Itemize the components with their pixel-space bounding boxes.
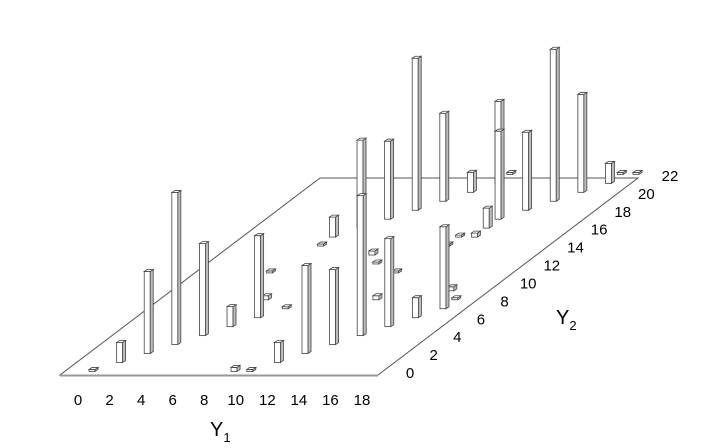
bar — [367, 248, 380, 256]
y1-tick-label: 10 — [227, 392, 244, 409]
y1-tick-label: 4 — [137, 392, 145, 409]
bar — [521, 129, 533, 211]
y1-tick-label: 0 — [74, 392, 82, 409]
bar — [383, 138, 395, 220]
bar — [273, 339, 285, 364]
bar — [371, 259, 384, 265]
bar — [371, 293, 384, 301]
y2-tick-label: 16 — [591, 222, 608, 239]
bar — [265, 268, 277, 274]
y2-tick-label: 14 — [567, 240, 584, 257]
bar — [470, 230, 482, 238]
bar — [225, 303, 238, 328]
bar — [355, 192, 368, 337]
y2-tick-label: 18 — [614, 204, 631, 221]
y2-tick-label: 6 — [477, 311, 485, 328]
floor-plane — [58, 177, 640, 377]
bar — [198, 240, 210, 337]
bar — [481, 205, 494, 229]
bar — [253, 232, 265, 319]
bars-group — [87, 46, 644, 373]
bar — [615, 169, 628, 176]
y2-tick-label: 8 — [500, 293, 508, 310]
bar — [411, 294, 423, 319]
bar — [170, 189, 183, 346]
y1-tick-label: 2 — [105, 392, 113, 409]
y1-axis-ticks: 0 2 4 6 8 10 12 14 16 18 — [74, 392, 371, 409]
y1-tick-label: 12 — [259, 392, 276, 409]
bar — [548, 46, 561, 203]
bar — [280, 303, 293, 310]
bar — [245, 366, 258, 373]
y2-tick-label: 10 — [520, 275, 537, 292]
y2-tick-label: 0 — [406, 365, 414, 382]
y1-tick-label: 14 — [291, 392, 308, 409]
bar — [229, 364, 242, 373]
bar — [454, 232, 466, 238]
y1-tick-label: 18 — [354, 392, 371, 409]
bar — [300, 262, 313, 355]
y2-tick-label: 20 — [638, 186, 655, 203]
bar — [438, 110, 451, 203]
bar — [604, 160, 616, 185]
bar — [328, 266, 340, 346]
bar — [466, 169, 478, 194]
y1-tick-label: 6 — [168, 392, 176, 409]
y1-tick-label: 16 — [322, 392, 339, 409]
bar — [115, 339, 127, 364]
bar — [87, 366, 100, 373]
bar — [316, 241, 328, 247]
bar — [438, 223, 451, 310]
y1-axis-title: Y1 — [210, 419, 231, 445]
bar — [383, 235, 396, 328]
y2-tick-label: 2 — [429, 347, 437, 364]
bar — [450, 295, 463, 301]
bar — [505, 169, 518, 176]
bar — [142, 268, 155, 355]
bar — [631, 169, 644, 176]
bar — [493, 128, 506, 220]
bar — [410, 55, 423, 211]
y1-tick-label: 8 — [200, 392, 208, 409]
y2-tick-label: 22 — [662, 168, 679, 185]
y2-tick-label: 12 — [543, 258, 560, 275]
bar — [328, 214, 340, 238]
bar — [261, 293, 273, 301]
bar — [576, 91, 589, 194]
y2-tick-label: 4 — [453, 329, 461, 346]
y2-axis-title: Y2 — [556, 307, 577, 333]
